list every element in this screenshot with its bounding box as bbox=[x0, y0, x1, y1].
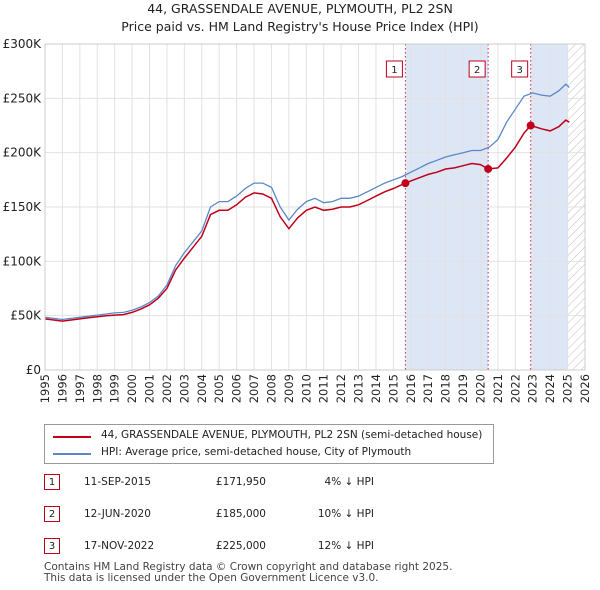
footer-license: This data is licensed under the Open Gov… bbox=[44, 572, 379, 584]
legend-swatch-hpi bbox=[53, 453, 91, 455]
transaction-date: 11-SEP-2015 bbox=[84, 476, 152, 488]
legend-swatch-property bbox=[53, 436, 91, 438]
x-tick-label: 2001 bbox=[143, 374, 157, 403]
x-tick-label: 1998 bbox=[90, 374, 104, 403]
x-tick-label: 2002 bbox=[160, 374, 174, 403]
sale-point bbox=[401, 179, 410, 188]
x-tick-label: 2025 bbox=[561, 374, 575, 403]
x-tick-label: 1999 bbox=[108, 374, 122, 403]
transaction-price: £225,000 bbox=[215, 540, 266, 552]
x-tick-label: 2020 bbox=[473, 374, 487, 403]
transaction-hpi-diff: 4% ↓ HPI bbox=[324, 476, 374, 488]
x-tick-label: 2004 bbox=[195, 374, 209, 403]
transaction-price: £185,000 bbox=[215, 508, 266, 520]
x-tick-label: 2009 bbox=[282, 374, 296, 403]
x-tick-label: 2019 bbox=[456, 374, 470, 403]
sale-point bbox=[484, 164, 493, 173]
x-tick-label: 2008 bbox=[264, 374, 278, 403]
chart-title: 44, GRASSENDALE AVENUE, PLYMOUTH, PL2 2S… bbox=[147, 1, 453, 16]
marker-box bbox=[511, 60, 529, 78]
x-tick-label: 1997 bbox=[73, 374, 87, 403]
x-tick-label: 2000 bbox=[125, 374, 139, 403]
transaction-number: 1 bbox=[44, 474, 60, 490]
hpi-line bbox=[44, 83, 570, 321]
x-tick-label: 2005 bbox=[212, 374, 226, 403]
x-tick-label: 2024 bbox=[543, 374, 557, 403]
x-tick-label: 2017 bbox=[421, 374, 435, 403]
transaction-date: 12-JUN-2020 bbox=[84, 508, 151, 520]
legend: 44, GRASSENDALE AVENUE, PLYMOUTH, PL2 2S… bbox=[44, 424, 494, 464]
transaction-hpi-diff: 10% ↓ HPI bbox=[317, 508, 374, 520]
x-tick-label: 1996 bbox=[55, 374, 69, 403]
x-tick-label: 1995 bbox=[38, 374, 52, 403]
price-chart: £0 £50K £100K £150K £200K £250K £300K 1995 1996 1… bbox=[3, 37, 592, 403]
marker-label: 3 bbox=[516, 65, 522, 76]
x-tick-label: 2023 bbox=[526, 374, 540, 403]
x-tick-label: 2016 bbox=[404, 374, 418, 403]
transaction-price: £171,950 bbox=[215, 476, 266, 488]
x-tick-label: 2010 bbox=[299, 374, 313, 403]
footer-copyright: Contains HM Land Registry data © Crown c… bbox=[44, 561, 453, 573]
marker-label: 2 bbox=[474, 65, 480, 76]
y-tick-label: £250K bbox=[3, 91, 43, 105]
y-tick-label: £200K bbox=[3, 146, 43, 160]
x-tick-label: 2013 bbox=[352, 374, 366, 403]
marker-box bbox=[468, 60, 486, 78]
transaction-hpi-diff: 12% ↓ HPI bbox=[317, 540, 374, 552]
y-tick-label: £100K bbox=[3, 254, 43, 268]
marker-box bbox=[385, 60, 403, 78]
x-tick-label: 2003 bbox=[177, 374, 191, 403]
transaction-number: 2 bbox=[44, 506, 60, 522]
transaction-date: 17-NOV-2022 bbox=[84, 540, 155, 552]
legend-label-property: 44, GRASSENDALE AVENUE, PLYMOUTH, PL2 2S… bbox=[101, 429, 483, 441]
x-tick-label: 2012 bbox=[334, 374, 348, 403]
marker-label: 1 bbox=[391, 65, 397, 76]
x-tick-label: 2011 bbox=[317, 374, 331, 403]
x-tick-label: 2018 bbox=[439, 374, 453, 403]
x-tick-label: 2022 bbox=[508, 374, 522, 403]
chart-subtitle: Price paid vs. HM Land Registry's House … bbox=[121, 19, 479, 34]
legend-label-hpi: HPI: Average price, semi-detached house,… bbox=[101, 446, 412, 458]
x-tick-label: 2026 bbox=[578, 374, 592, 403]
y-tick-label: £50K bbox=[10, 309, 42, 323]
x-tick-label: 2014 bbox=[369, 374, 383, 403]
y-tick-label: £0 bbox=[26, 363, 41, 377]
x-tick-label: 2015 bbox=[386, 374, 400, 403]
y-tick-label: £300K bbox=[3, 37, 43, 51]
transaction-number: 3 bbox=[44, 538, 60, 554]
x-tick-label: 2021 bbox=[491, 374, 505, 403]
x-tick-label: 2007 bbox=[247, 374, 261, 403]
plot-frame bbox=[44, 43, 586, 371]
x-tick-label: 2006 bbox=[230, 374, 244, 403]
sale-point bbox=[526, 121, 535, 130]
y-tick-label: £150K bbox=[3, 200, 43, 214]
